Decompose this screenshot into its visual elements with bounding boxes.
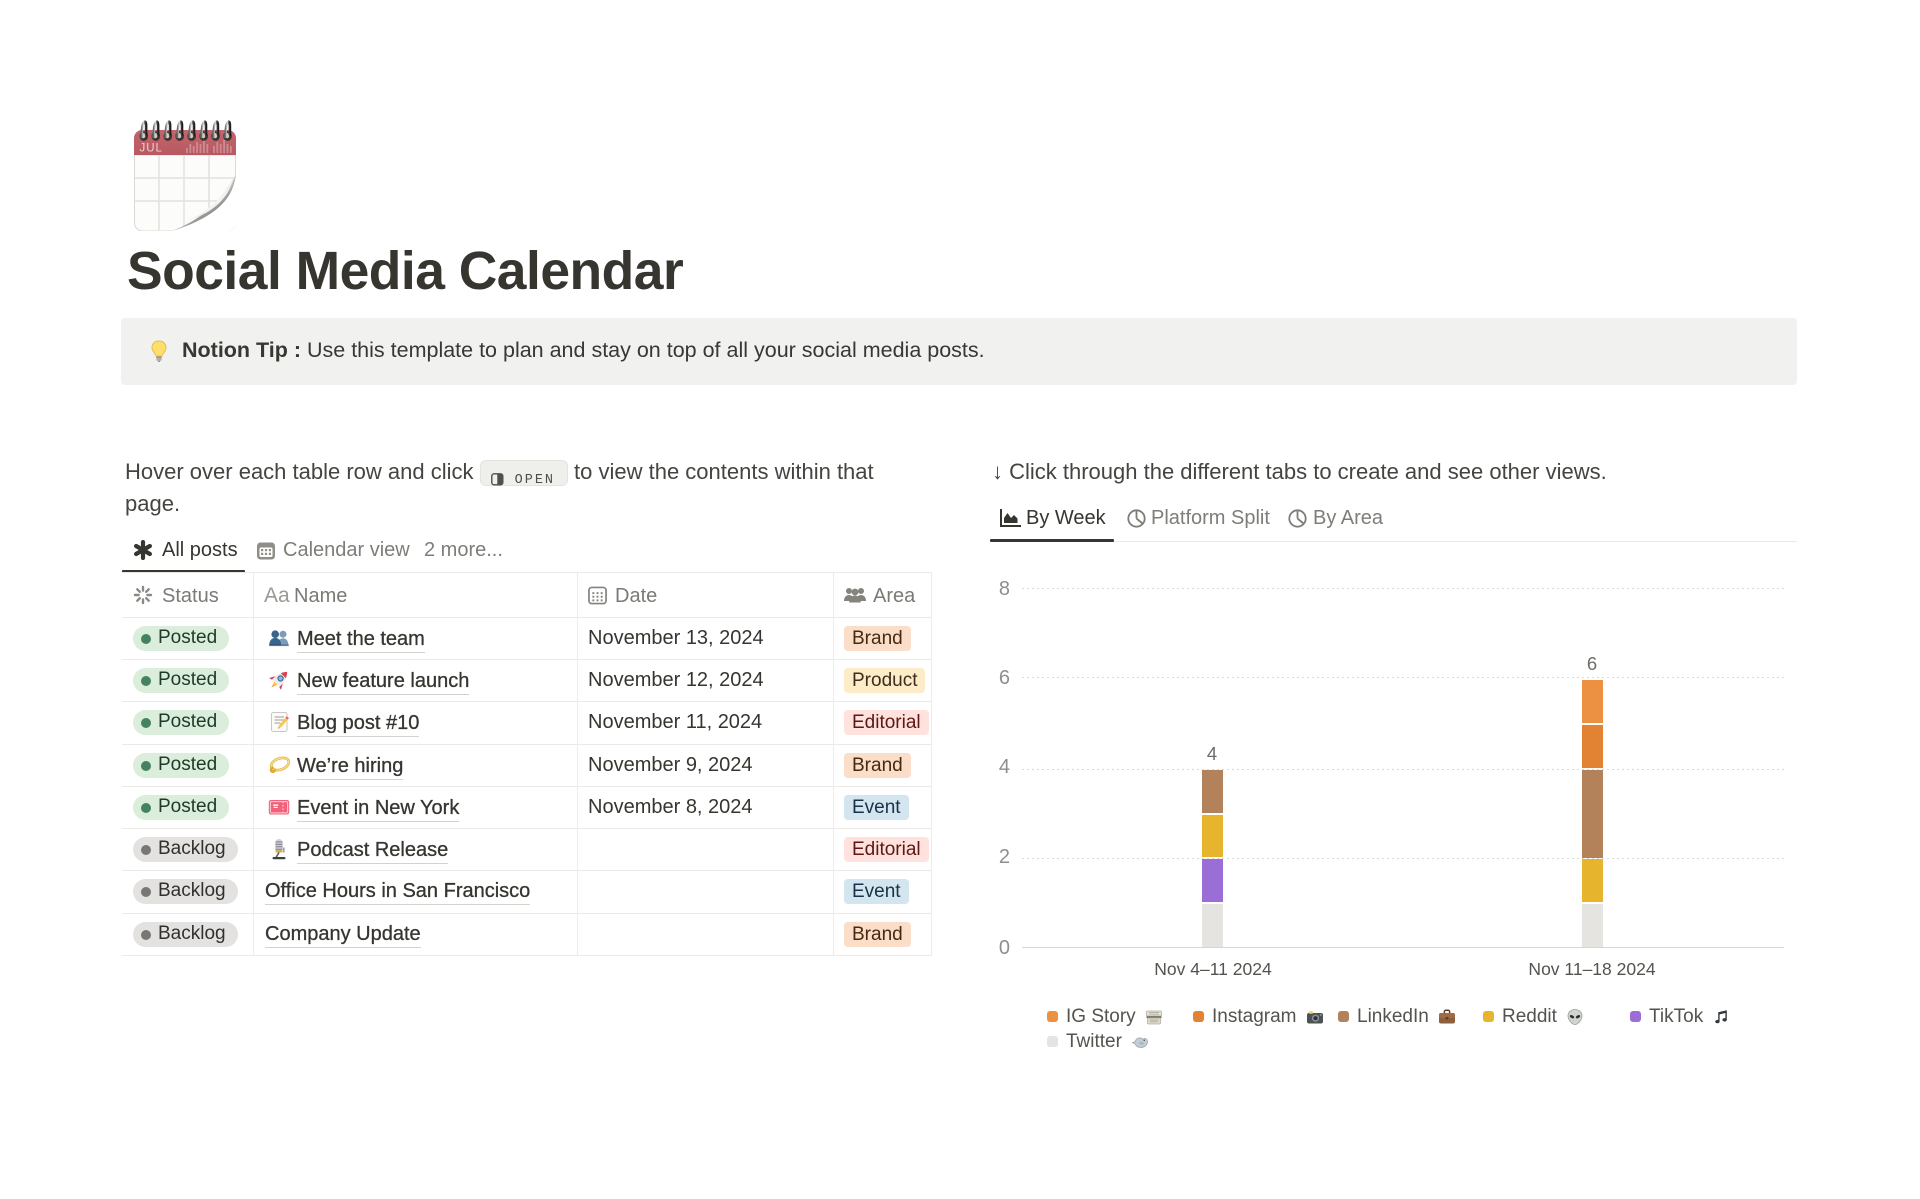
- svg-text:JUL: JUL: [140, 143, 163, 155]
